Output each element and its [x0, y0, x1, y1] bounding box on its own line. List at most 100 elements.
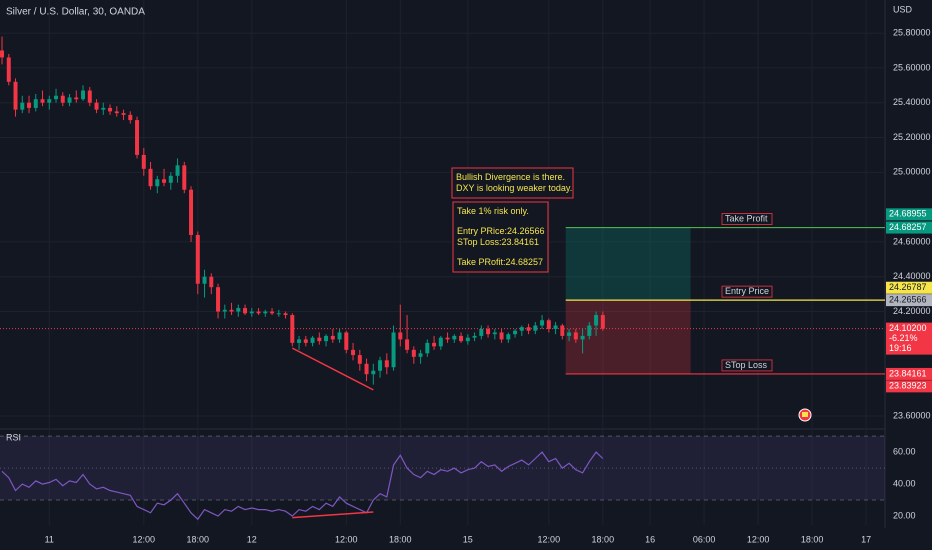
candle-body [40, 99, 45, 103]
candle-body [87, 90, 92, 103]
candle-body [317, 337, 322, 342]
candle-body [398, 332, 403, 340]
note-text: STop Loss:23.84161 [457, 237, 539, 247]
note-text: Bullish Divergence is there. [456, 172, 565, 182]
y-tick-label: 25.40000 [893, 97, 931, 107]
y-tick-label: 25.80000 [893, 27, 931, 37]
candle-body [344, 332, 349, 350]
stop-label: STop Loss [725, 360, 768, 370]
x-tick-label: 12:00 [538, 534, 561, 544]
candle-body [499, 332, 504, 340]
y-tick-label: 23.60000 [893, 410, 931, 420]
x-tick-label: 12:00 [335, 534, 358, 544]
candle-body [364, 363, 369, 375]
candle-body [452, 335, 457, 340]
candle-body [594, 315, 599, 326]
candle-body [13, 81, 18, 110]
candle-body [6, 57, 11, 82]
price-label-box [886, 281, 932, 294]
x-tick-label: 12:00 [747, 534, 770, 544]
candle-body [472, 335, 477, 338]
rsi-tick-label: 40.00 [893, 478, 916, 488]
candle-body [148, 168, 153, 187]
target-label: Take Profit [725, 213, 768, 223]
price-label-box [886, 367, 932, 380]
note-box [452, 201, 549, 273]
x-tick-label: 15 [463, 534, 473, 544]
candle-body [371, 370, 376, 375]
last-price-box [886, 322, 932, 355]
candle-body [297, 339, 302, 343]
last-price-label: 24.10200 [889, 323, 927, 333]
icon-flag[interactable] [802, 412, 808, 417]
rsi-tick-label: 20.00 [893, 510, 916, 520]
candle-body [216, 287, 221, 312]
candle-body [600, 315, 605, 329]
candle-body [573, 332, 578, 340]
rsi-label: RSI [6, 432, 21, 442]
candle-body [324, 335, 329, 342]
x-tick-label: 18:00 [592, 534, 615, 544]
candle-body [189, 189, 194, 235]
candle-body [155, 179, 160, 187]
candle-body [445, 337, 450, 340]
candle-body [337, 332, 342, 340]
candle-body [47, 99, 52, 103]
candle-body [378, 360, 383, 371]
y-tick-label: 25.00000 [893, 167, 931, 177]
candle-body [513, 330, 518, 335]
entry-label-box [721, 285, 773, 298]
candle-body [546, 320, 551, 329]
candle-body [567, 332, 572, 336]
x-tick-label: 18:00 [801, 534, 824, 544]
candle-body [391, 332, 396, 368]
target-zone [565, 227, 691, 301]
price-label-box [886, 221, 932, 234]
x-tick-label: 18:00 [389, 534, 412, 544]
note-box [451, 167, 574, 199]
x-tick-label: 18:00 [187, 534, 210, 544]
candle-body [54, 95, 59, 100]
candle-body [81, 90, 86, 100]
stop-label-box [721, 359, 773, 372]
candle-body [506, 334, 511, 340]
candle-body [135, 120, 140, 155]
candle-body [243, 308, 248, 314]
countdown: 19:16 [889, 343, 912, 353]
x-tick-label: 11 [45, 534, 54, 544]
candle-body [560, 325, 565, 336]
price-label-box [886, 208, 932, 221]
chart-title: Silver / U.S. Dollar, 30, OANDA [6, 7, 145, 18]
candle-body [492, 332, 497, 335]
candle-body [108, 107, 113, 112]
note-text: Take PRofit:24.68257 [457, 257, 543, 267]
candle-body [182, 165, 187, 190]
rsi-tick-label: 60.00 [893, 446, 916, 456]
note-text: DXY is looking weaker today. [456, 183, 572, 193]
target-label-box [721, 213, 773, 225]
price-divergence [291, 347, 374, 391]
candle-body [526, 327, 531, 331]
candle-body [459, 335, 464, 342]
price-label: 24.26787 [889, 282, 927, 292]
candle-body [553, 325, 558, 329]
candle-body [236, 308, 241, 312]
candle-body [121, 113, 126, 115]
candle-body [202, 276, 207, 284]
price-label-box [886, 380, 932, 393]
alert-icon[interactable] [798, 408, 812, 422]
candle-body [141, 154, 146, 169]
candle-body [587, 325, 592, 336]
candle-body [310, 337, 315, 343]
candle-body [432, 342, 437, 347]
candle-body [74, 97, 79, 100]
price-label: 23.83923 [889, 381, 927, 391]
y-tick-label: 24.40000 [893, 271, 931, 281]
candle-body [418, 353, 423, 357]
price-label: 24.68257 [889, 222, 927, 232]
candle-body [411, 349, 416, 357]
candle-body [479, 328, 484, 336]
candle-body [168, 175, 173, 183]
candle-body [67, 97, 72, 103]
